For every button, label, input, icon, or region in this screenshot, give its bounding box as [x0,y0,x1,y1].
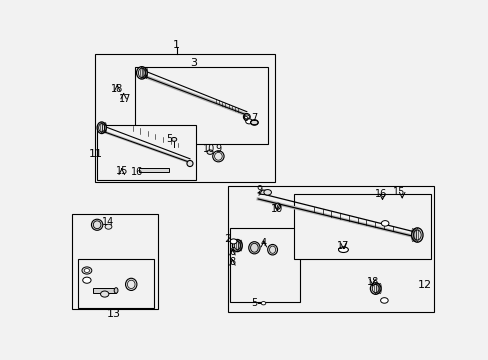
Ellipse shape [413,230,420,240]
Bar [135,67,267,144]
Ellipse shape [138,68,145,77]
Ellipse shape [127,280,135,288]
Ellipse shape [234,242,240,250]
Text: 10: 10 [203,144,215,153]
Ellipse shape [125,278,137,291]
Text: 12: 12 [417,280,431,290]
Text: 5: 5 [165,134,172,144]
Ellipse shape [232,239,242,252]
Text: 9: 9 [256,185,262,195]
Bar [78,260,154,308]
Ellipse shape [369,283,380,294]
Circle shape [82,267,92,274]
Text: 6: 6 [229,247,235,257]
Text: 14: 14 [102,217,114,227]
Text: 16: 16 [130,167,143,176]
Text: 1: 1 [173,40,180,50]
Circle shape [261,302,265,305]
Text: 4: 4 [260,238,266,248]
Text: 10: 10 [270,204,283,214]
Text: 2: 2 [224,234,231,244]
Circle shape [82,277,91,283]
Circle shape [381,221,388,226]
Ellipse shape [136,67,147,79]
Ellipse shape [97,122,106,134]
Ellipse shape [371,284,378,293]
Circle shape [206,150,213,154]
Bar [72,214,158,309]
Bar [139,168,169,172]
Text: 17: 17 [337,241,349,251]
Text: 15: 15 [392,187,405,197]
Circle shape [84,269,89,273]
Text: 5: 5 [251,298,257,308]
Circle shape [250,120,258,125]
Text: 17: 17 [119,94,131,104]
Bar [294,194,430,260]
Ellipse shape [248,242,260,254]
Bar [227,186,433,312]
Ellipse shape [250,243,258,252]
Ellipse shape [411,228,422,242]
Ellipse shape [99,123,104,132]
Circle shape [171,138,176,141]
Text: 18: 18 [366,276,378,287]
Ellipse shape [93,221,101,229]
Text: 8: 8 [229,257,235,267]
Ellipse shape [269,246,275,253]
Bar [95,54,275,182]
Ellipse shape [212,151,224,162]
Ellipse shape [267,244,277,255]
Ellipse shape [275,203,280,209]
Ellipse shape [186,161,193,167]
Ellipse shape [214,152,222,160]
Circle shape [264,190,271,195]
Text: 6: 6 [242,113,248,123]
Text: 9: 9 [215,144,221,153]
Text: 7: 7 [251,113,257,123]
Text: 3: 3 [190,58,197,68]
Text: 11: 11 [88,149,102,159]
Circle shape [101,291,109,297]
Circle shape [230,239,237,244]
Circle shape [245,119,252,124]
Ellipse shape [259,190,268,194]
Text: 13: 13 [107,309,121,319]
Ellipse shape [91,219,102,230]
Circle shape [380,298,387,303]
Ellipse shape [243,114,250,120]
Bar [93,288,116,293]
Bar [229,228,299,302]
Text: 15: 15 [115,166,128,176]
Circle shape [244,115,249,119]
Text: 16: 16 [374,189,386,199]
Bar [97,125,195,180]
Ellipse shape [114,288,118,293]
Text: 18: 18 [111,84,123,94]
Ellipse shape [338,247,347,252]
Circle shape [105,224,112,229]
